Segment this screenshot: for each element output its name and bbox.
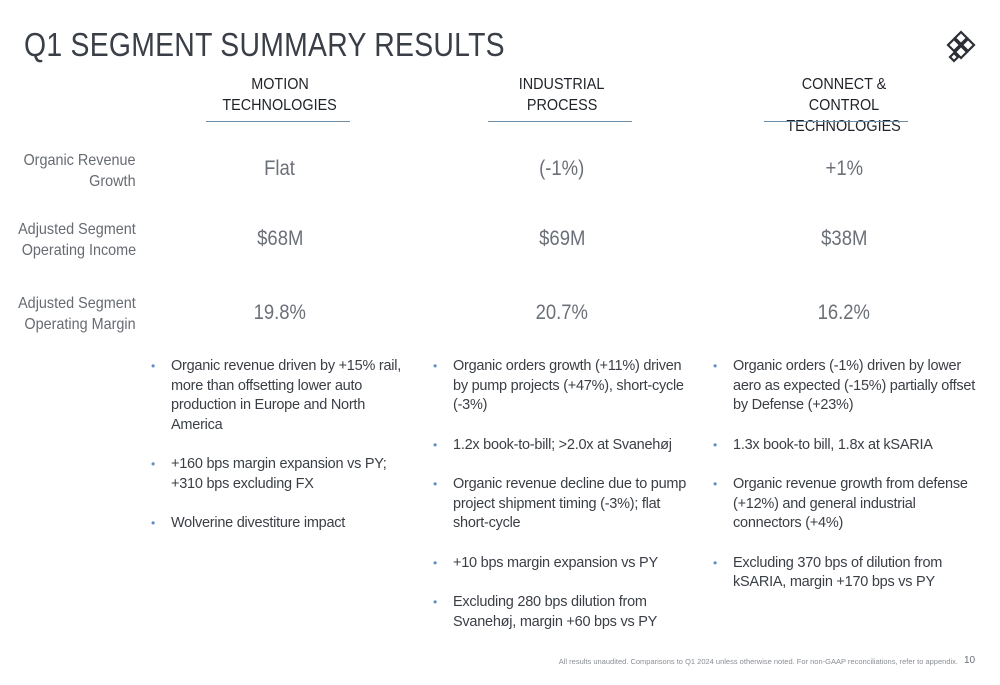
list-item: • Organic revenue growth from defense (+1… — [713, 476, 968, 531]
column-divider-rule — [488, 121, 632, 122]
list-item: • +160 bps margin expansion vs PY; +310 b… — [151, 456, 387, 492]
row-label-adjusted-operating-income: Adjusted Segment Operating Income — [18, 221, 136, 259]
metric-organic-revenue-growth: Flat — [264, 157, 296, 180]
list-item: • Organic orders growth (+11%) driven by … — [433, 358, 684, 413]
motion-technologies-bullet-list: • Organic revenue driven by +15% rail, mo… — [149, 357, 411, 554]
bullet-dot-icon: • — [433, 477, 437, 491]
list-item: • Organic revenue driven by +15% rail, mo… — [151, 358, 401, 433]
bullet-dot-icon: • — [713, 437, 717, 452]
metric-adjusted-operating-margin: 16.2% — [817, 301, 871, 324]
row-label-organic-revenue-growth: Organic Revenue Growth — [23, 152, 136, 190]
metric-organic-revenue-growth: (-1%) — [539, 157, 585, 180]
bullet-dot-icon: • — [433, 359, 437, 373]
metric-adjusted-operating-income: $68M — [256, 227, 304, 250]
metric-adjusted-operating-income: $38M — [820, 227, 868, 250]
metric-adjusted-operating-margin: 20.7% — [535, 301, 589, 324]
column-divider-rule — [206, 121, 350, 122]
list-item: • 1.2x book-to-bill; >2.0x at Svanehøj — [431, 436, 693, 456]
page-number: 10 — [964, 655, 976, 666]
bullet-dot-icon: • — [713, 477, 717, 491]
bullet-dot-icon: • — [713, 555, 717, 570]
bullet-dot-icon: • — [433, 437, 437, 452]
column-header-motion-technologies: MOTION TECHNOLOGIES — [222, 76, 338, 114]
bullet-dot-icon: • — [433, 595, 437, 609]
page-title: Q1 SEGMENT SUMMARY RESULTS — [24, 26, 505, 63]
footnote: All results unaudited. Comparisons to Q1… — [558, 657, 958, 666]
list-item: • Organic revenue decline due to pump pro… — [433, 476, 687, 531]
bullet-dot-icon: • — [713, 359, 717, 373]
list-item: • +10 bps margin expansion vs PY — [431, 554, 693, 574]
list-item: • Excluding 280 bps dilution from Svanehø… — [433, 594, 658, 630]
bullet-dot-icon: • — [151, 516, 155, 530]
list-item: • Organic orders (-1%) driven by lower ae… — [713, 358, 976, 413]
list-item: • 1.3x book-to bill, 1.8x at kSARIA — [711, 436, 977, 456]
metric-organic-revenue-growth: +1% — [825, 157, 863, 180]
industrial-process-bullet-list: • Organic orders growth (+11%) driven by … — [431, 357, 693, 652]
metric-adjusted-operating-margin: 19.8% — [253, 301, 307, 324]
diamond-lattice-logo-icon — [946, 30, 976, 63]
connect-control-technologies-bullet-list: • Organic orders (-1%) driven by lower ae… — [711, 357, 977, 613]
row-label-adjusted-operating-margin: Adjusted Segment Operating Margin — [18, 295, 136, 333]
bullet-dot-icon: • — [433, 555, 437, 570]
bullet-dot-icon: • — [151, 359, 155, 373]
column-divider-rule — [764, 121, 908, 122]
column-header-connect-control-technologies: CONNECT & CONTROL TECHNOLOGIES — [786, 76, 902, 135]
list-item: • Wolverine divestiture impact — [149, 514, 411, 534]
bullet-dot-icon: • — [151, 457, 155, 471]
column-header-industrial-process: INDUSTRIAL PROCESS — [519, 76, 605, 114]
list-item: • Excluding 370 bps of dilution from kSAR… — [713, 554, 943, 591]
metric-adjusted-operating-income: $69M — [538, 227, 586, 250]
